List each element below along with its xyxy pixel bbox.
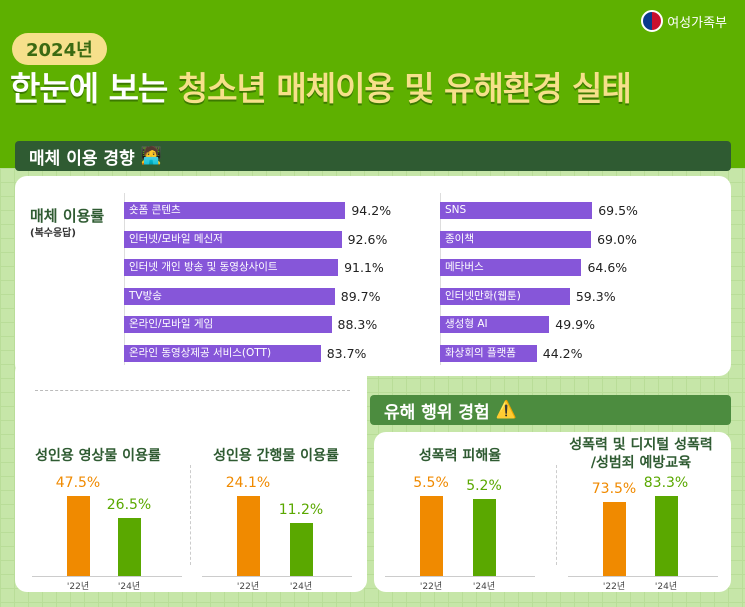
bar: 온라인 동영상제공 서비스(OTT): [124, 345, 321, 362]
year-label: '22년: [236, 582, 260, 592]
year-label: '24년: [654, 582, 678, 592]
section-header-media: 매체 이용 경향 🧑‍💻: [15, 141, 731, 171]
bar-value-label: 44.2%: [542, 346, 583, 361]
year-label: '22년: [602, 582, 626, 592]
bar-value-label: 94.2%: [351, 203, 392, 218]
bar: [290, 522, 313, 576]
year-badge: 2024년: [12, 33, 107, 65]
bar-value-label: 83.7%: [326, 346, 367, 361]
bar: 인터넷/모바일 메신저: [124, 230, 342, 248]
year-label: '24년: [289, 582, 313, 592]
bar: 화상회의 플랫폼: [440, 345, 537, 362]
bar-value-label: 26.5%: [106, 497, 152, 514]
bar: 숏폼 콘텐츠: [124, 202, 346, 219]
year-label: '22년: [419, 582, 443, 592]
bar: [67, 496, 90, 576]
baseline: [385, 576, 535, 577]
bar-value-label: 49.9%: [555, 317, 595, 333]
bar-value-label: 88.3%: [337, 317, 378, 333]
year-label: '22년: [66, 582, 90, 592]
bar-value-label: 73.5%: [591, 480, 637, 497]
baseline: [568, 576, 718, 577]
bar: 생성형 AI: [440, 316, 550, 334]
bar: [655, 496, 678, 576]
divider: [190, 465, 191, 565]
axis-line: [124, 193, 125, 365]
section-title: 유해 행위 경험: [384, 402, 490, 423]
chart-title: 성인용 간행물 이용률: [213, 448, 339, 464]
bar: TV방송: [124, 287, 335, 305]
title-highlight: 청소년 매체이용 및 유해환경 실태: [177, 69, 632, 108]
media-usage-label: 매체 이용률: [30, 207, 105, 225]
bar: 메타버스: [440, 259, 582, 277]
year-label: '24년: [117, 582, 141, 592]
bar-value-label: 92.6%: [347, 231, 388, 247]
bar: [603, 501, 626, 576]
axis-line: [440, 193, 441, 365]
divider: [35, 390, 350, 391]
page-title: 한눈에 보는 청소년 매체이용 및 유해환경 실태: [10, 62, 632, 110]
header-banner: 여성가족부 2024년 한눈에 보는 청소년 매체이용 및 유해환경 실태: [0, 0, 745, 168]
bar-value-label: 47.5%: [55, 475, 101, 491]
baseline: [202, 576, 352, 577]
bar: [420, 496, 443, 576]
bar: SNS: [440, 202, 593, 219]
bar: 인터넷만화(웹툰): [440, 287, 570, 305]
ministry-name: 여성가족부: [667, 15, 727, 31]
bar: [118, 518, 141, 576]
bar-value-label: 5.2%: [466, 477, 502, 494]
chart-title: 성폭력 피해율: [418, 448, 502, 464]
bar-value-label: 64.6%: [587, 260, 628, 276]
taegeuk-emblem-icon: [641, 10, 664, 32]
chart-title: 성인용 영상물 이용률: [35, 448, 161, 464]
bar-value-label: 83.3%: [643, 475, 689, 491]
ministry-logo: 여성가족부: [641, 10, 727, 32]
bar: [473, 498, 496, 576]
bar-value-label: 11.2%: [278, 501, 324, 518]
bar-value-label: 69.5%: [598, 203, 638, 218]
section-title: 매체 이용 경향: [29, 148, 135, 169]
bar-value-label: 24.1%: [225, 475, 271, 491]
title-part: 한눈에 보는: [10, 69, 178, 108]
bar: 인터넷 개인 방송 및 동영상사이트: [124, 259, 339, 277]
baseline: [32, 576, 182, 577]
bar: 종이책: [440, 230, 592, 248]
bar-value-label: 69.0%: [597, 231, 637, 247]
bar: [237, 496, 260, 576]
person-screen-icon: 🧑‍💻: [140, 146, 162, 166]
year-label: '24년: [472, 582, 496, 592]
bar-value-label: 91.1%: [344, 260, 384, 276]
media-usage-sublabel: (복수응답): [30, 228, 76, 239]
chart-title: 성폭력 및 디지털 성폭력 /성범죄 예방교육: [569, 437, 713, 471]
section-header-harm: 유해 행위 경험 ⚠️: [370, 395, 731, 425]
bar: 온라인/모바일 게임: [124, 316, 332, 334]
bar-value-label: 5.5%: [413, 475, 449, 491]
bar-value-label: 89.7%: [340, 288, 381, 304]
warning-icon: ⚠️: [495, 400, 517, 420]
bar-value-label: 59.3%: [575, 288, 616, 304]
divider: [556, 465, 557, 565]
